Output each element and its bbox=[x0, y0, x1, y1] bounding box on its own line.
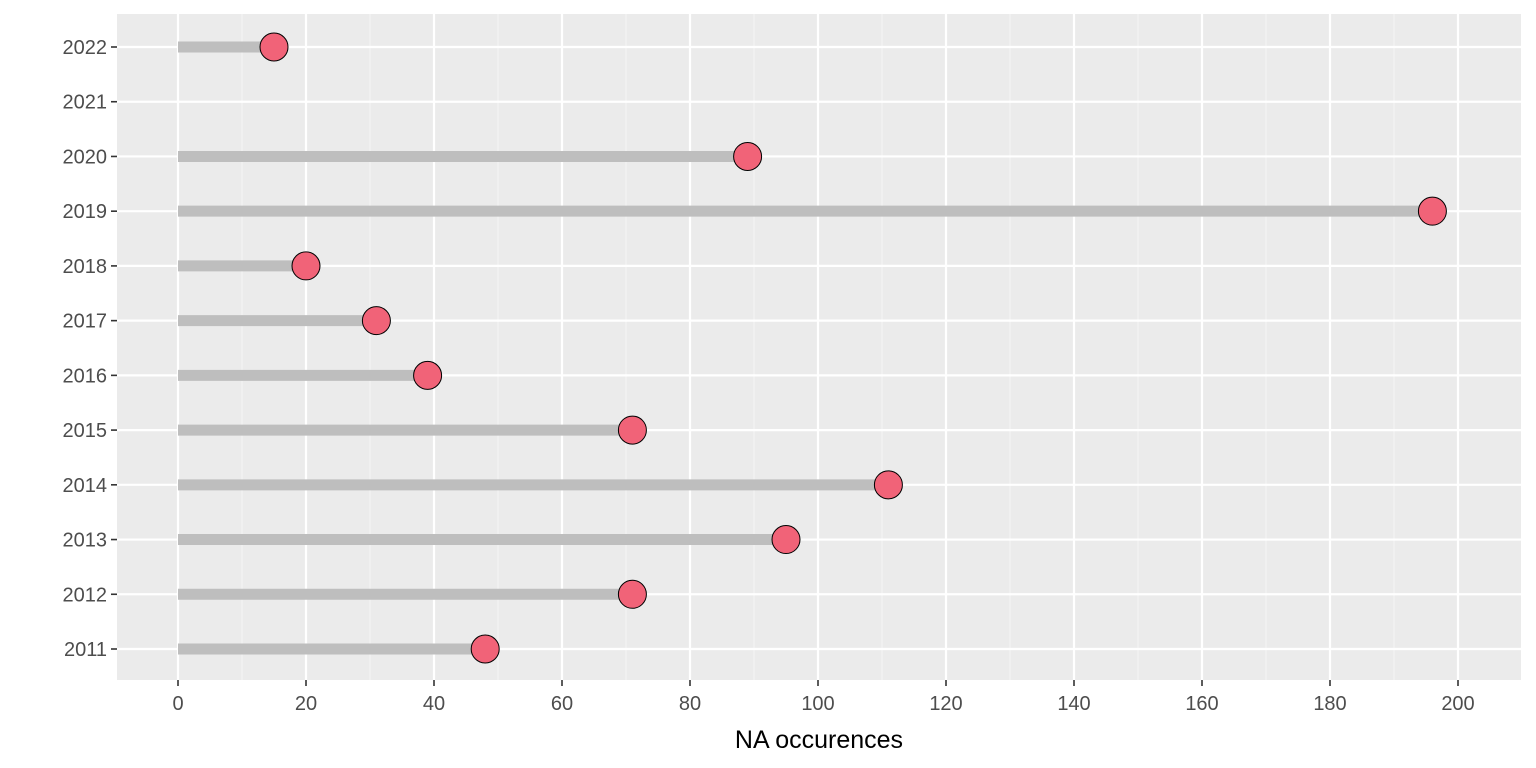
x-tick-label: 0 bbox=[172, 693, 183, 715]
x-tick-label: 120 bbox=[929, 693, 962, 715]
lollipop-point bbox=[361, 306, 391, 336]
y-tick-label: 2021 bbox=[63, 92, 108, 114]
y-tick-label: 2022 bbox=[63, 37, 108, 59]
x-tick-label: 180 bbox=[1313, 693, 1346, 715]
x-tick-label: 60 bbox=[551, 693, 573, 715]
lollipop-segments bbox=[178, 41, 1433, 655]
y-tick-label: 2017 bbox=[63, 311, 108, 333]
x-axis-title: NA occurences bbox=[735, 726, 903, 754]
lollipop-point bbox=[259, 32, 289, 62]
y-tick-label: 2015 bbox=[63, 420, 108, 442]
y-tick-label: 2012 bbox=[63, 584, 108, 606]
lollipop-point bbox=[291, 251, 321, 281]
lollipop-point bbox=[470, 634, 500, 664]
y-axis: 2011 2012 2013 2014 2015 2016 2017 2018 2019 2020… bbox=[63, 37, 117, 661]
x-tick-label: 20 bbox=[295, 693, 317, 715]
x-tick-label: 140 bbox=[1057, 693, 1090, 715]
y-tick-label: 2020 bbox=[63, 146, 108, 168]
x-tick-label: 200 bbox=[1441, 693, 1474, 715]
y-tick-label: 2014 bbox=[63, 475, 108, 497]
x-tick-label: 40 bbox=[423, 693, 445, 715]
lollipop-point bbox=[1417, 196, 1447, 226]
y-tick-label: 2013 bbox=[63, 530, 108, 552]
lollipop-point bbox=[413, 360, 443, 390]
lollipop-point bbox=[617, 415, 647, 445]
y-tick-label: 2019 bbox=[63, 201, 108, 223]
lollipop-point bbox=[617, 579, 647, 609]
x-axis: 0 20 40 60 80 100 120 140 160 180 200 bbox=[172, 680, 1475, 715]
y-tick-label: 2018 bbox=[63, 256, 108, 278]
lollipop-point bbox=[771, 525, 801, 555]
minor-gridlines bbox=[241, 14, 1395, 680]
lollipop-points bbox=[259, 32, 1447, 664]
lollipop-point bbox=[873, 470, 903, 500]
y-tick-label: 2011 bbox=[64, 639, 107, 661]
lollipop-point bbox=[733, 141, 763, 171]
x-tick-label: 100 bbox=[801, 693, 834, 715]
x-tick-label: 160 bbox=[1185, 693, 1218, 715]
x-tick-label: 80 bbox=[679, 693, 701, 715]
y-tick-label: 2016 bbox=[63, 365, 108, 387]
